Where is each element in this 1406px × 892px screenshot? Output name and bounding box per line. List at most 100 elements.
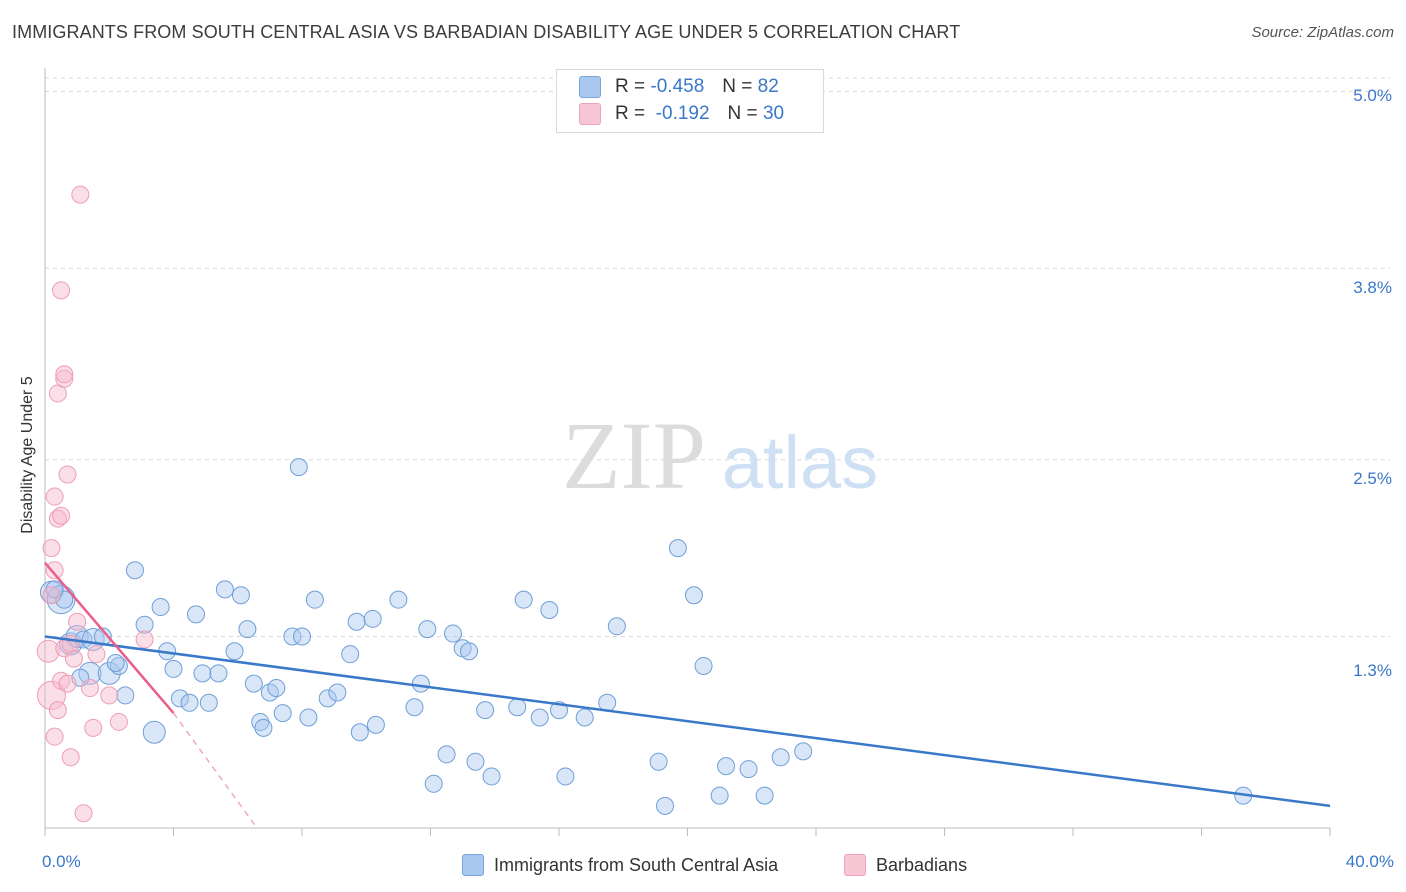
grid-lines: [45, 77, 1390, 637]
trend-line-immigrants: [44, 635, 1331, 808]
y-tick-label-2.5: 2.5%: [1353, 469, 1392, 488]
point: [55, 365, 74, 384]
point: [199, 693, 218, 712]
y-tick-label-3.8: 3.8%: [1353, 278, 1392, 297]
point: [437, 745, 456, 764]
point: [45, 727, 64, 746]
axes: [44, 68, 1331, 836]
legend: R = -0.458 N = 82 R = -0.192 N = 30: [556, 69, 824, 133]
point: [350, 723, 369, 742]
point: [135, 630, 154, 649]
point: [193, 664, 212, 683]
point: [125, 561, 144, 580]
point: [78, 661, 102, 685]
point: [411, 674, 430, 693]
legend-r-value: -0.458: [650, 76, 705, 97]
point: [81, 627, 105, 651]
point: [418, 620, 437, 639]
point: [341, 645, 360, 664]
legend-n-value: 30: [762, 103, 785, 124]
point: [575, 708, 594, 727]
point: [466, 752, 485, 771]
point: [254, 718, 273, 737]
point: [52, 506, 71, 525]
point: [100, 686, 119, 705]
legend-swatch-pink: [579, 103, 601, 125]
watermark: ZIP atlas: [562, 402, 878, 509]
point: [42, 539, 61, 558]
x-tick-label-min: 0.0%: [42, 852, 81, 871]
point: [45, 487, 64, 506]
point: [97, 661, 121, 685]
point: [45, 561, 64, 580]
bottom-legend-swatch-blue: [462, 854, 484, 876]
point: [231, 586, 250, 605]
point: [106, 654, 125, 673]
point: [556, 767, 575, 786]
point: [540, 600, 559, 619]
point: [482, 767, 501, 786]
point: [151, 598, 170, 617]
point: [508, 698, 527, 717]
legend-swatch-blue: [579, 76, 601, 98]
point: [244, 674, 263, 693]
point: [514, 590, 533, 609]
point: [347, 612, 366, 631]
point: [694, 656, 713, 675]
watermark-zip: ZIP: [562, 402, 706, 509]
legend-r-label: R =: [615, 103, 646, 124]
point: [225, 642, 244, 661]
point: [215, 580, 234, 599]
legend-n-label: N =: [727, 103, 758, 124]
point: [405, 698, 424, 717]
point: [283, 627, 302, 646]
point: [71, 185, 90, 204]
point: [794, 742, 813, 761]
point: [299, 708, 318, 727]
point: [668, 539, 687, 558]
trend-line-barbadians: [44, 562, 175, 714]
point: [366, 715, 385, 734]
point: [64, 649, 83, 668]
point: [142, 720, 166, 744]
bottom-legend-label-immigrants: Immigrants from South Central Asia: [494, 854, 779, 875]
point: [710, 786, 729, 805]
point: [48, 509, 67, 528]
point: [443, 624, 462, 643]
point: [209, 664, 228, 683]
point: [80, 679, 99, 698]
point: [84, 718, 103, 737]
point: [52, 281, 71, 300]
point: [363, 609, 382, 628]
trend-lines: [44, 562, 1331, 829]
point: [186, 605, 205, 624]
point: [389, 590, 408, 609]
y-tick-label-5.0: 5.0%: [1353, 86, 1392, 105]
series-barbadians-points: [36, 185, 154, 823]
point: [164, 659, 183, 678]
point: [109, 712, 128, 731]
legend-n-label: N =: [722, 76, 753, 97]
legend-row-barbadians: R = -0.192 N = 30: [579, 102, 784, 126]
point: [251, 712, 270, 731]
y-axis-label: Disability Age Under 5: [19, 376, 36, 534]
point: [476, 701, 495, 720]
bottom-legend-swatch-pink: [844, 854, 866, 876]
point: [48, 701, 67, 720]
point: [36, 639, 60, 663]
bottom-legend-label-barbadians: Barbadians: [876, 854, 968, 875]
point: [717, 757, 736, 776]
point: [328, 683, 347, 702]
point: [424, 774, 443, 793]
point: [739, 760, 758, 779]
point: [460, 642, 479, 661]
point: [58, 674, 77, 693]
point: [87, 645, 106, 664]
bottom-legend-immigrants: Immigrants from South Central Asia: [462, 852, 778, 878]
bottom-legend-barbadians: Barbadians: [844, 852, 967, 878]
point: [135, 615, 154, 634]
point: [267, 679, 286, 698]
point: [42, 586, 61, 605]
chart-source: Source: ZipAtlas.com: [1251, 24, 1394, 41]
